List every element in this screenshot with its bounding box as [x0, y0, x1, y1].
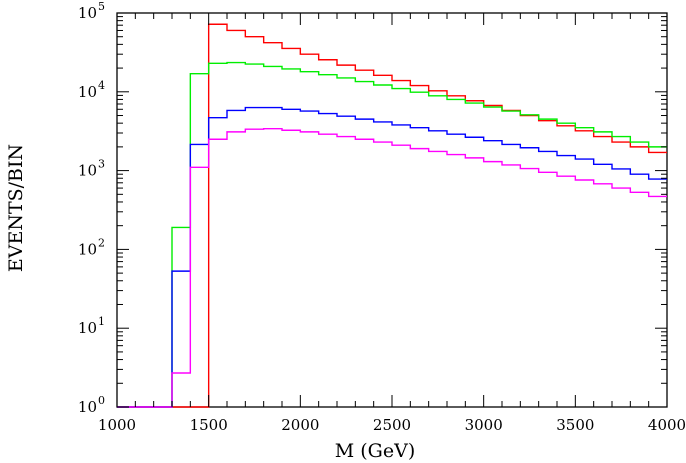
y-tick-label: 10	[78, 4, 97, 22]
y-tick-exponent: 0	[98, 394, 105, 407]
x-tick-label: 3000	[465, 416, 503, 434]
series-layer	[117, 23, 667, 408]
y-tick-exponent: 5	[98, 0, 105, 13]
series-line-1	[117, 23, 667, 408]
x-tick-label: 4000	[648, 416, 686, 434]
y-tick-label: 10	[78, 162, 97, 180]
y-tick-exponent: 1	[98, 315, 105, 328]
y-tick-exponent: 4	[98, 79, 105, 92]
x-tick-label: 2500	[373, 416, 411, 434]
ticks-layer	[116, 12, 668, 408]
y-tick-label: 10	[78, 83, 97, 101]
x-tick-label: 2000	[281, 416, 319, 434]
y-tick-exponent: 3	[98, 158, 105, 171]
series-line-2	[117, 61, 667, 408]
x-tick-label: 1000	[98, 416, 136, 434]
x-axis-label: M (GeV)	[335, 440, 415, 462]
y-tick-label: 10	[78, 319, 97, 337]
y-axis-label: EVENTS/BIN	[5, 144, 27, 272]
series-line-4	[117, 128, 667, 408]
series-line-3	[117, 106, 667, 408]
x-tick-label: 1500	[190, 416, 228, 434]
plot-frame	[116, 12, 668, 408]
y-tick-label: 10	[78, 240, 97, 258]
plot-area-border	[116, 12, 668, 408]
y-tick-label: 10	[78, 398, 97, 416]
y-tick-exponent: 2	[98, 236, 105, 249]
x-tick-label: 3500	[556, 416, 594, 434]
